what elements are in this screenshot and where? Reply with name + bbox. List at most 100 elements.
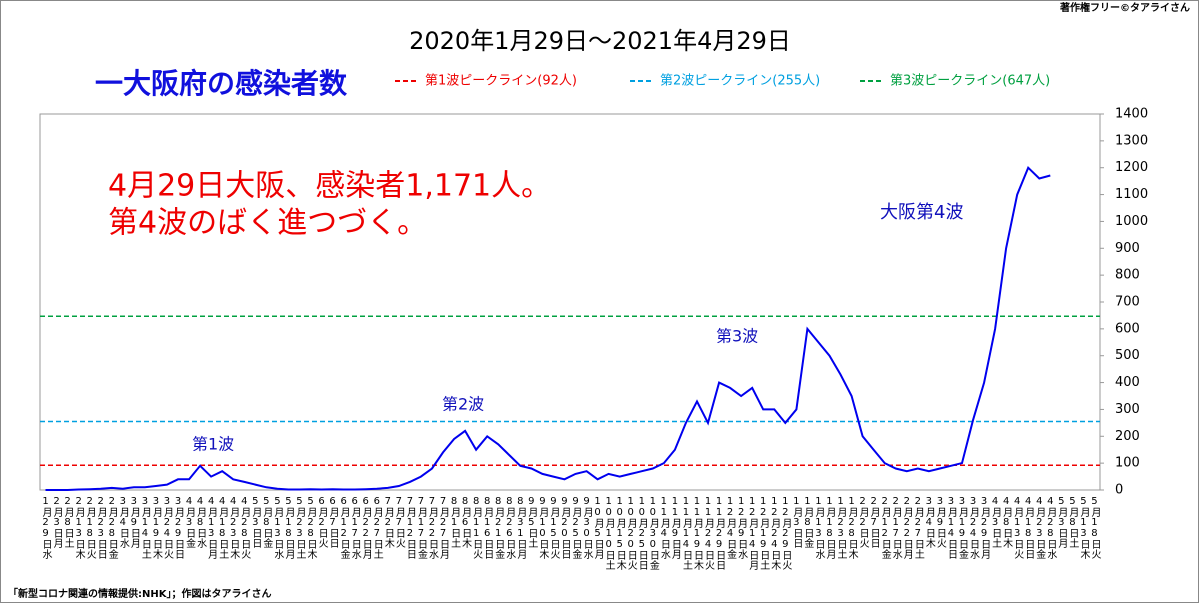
x-tick-label: 8月6日木 [460,496,472,549]
x-tick-label: 4月8日木 [1001,496,1013,549]
x-tick-label: 1月3日日 [791,496,803,548]
annotation: 4月29日大阪、感染者1,171人。 [108,169,551,204]
x-tick-label: 2月23日日 [95,496,107,559]
x-tick-label: 4月18日土 [217,496,229,559]
x-tick-label: 3月24日水 [968,496,980,559]
source: 「新型コロナ関連の情報提供:NHK」；作図はタアライさん [8,587,272,600]
x-tick-label: 11月19日木 [691,496,703,571]
x-tick-label: 9月5日土 [526,496,538,548]
x-tick-label: 6月7日日 [327,496,339,548]
x-tick-label: 1月23日土 [835,496,847,559]
x-tick-label: 3月4日水 [117,496,129,548]
x-tick-label: 8月31日月 [515,496,527,560]
x-tick-label: 2月12日金 [879,496,891,559]
annotation: 第1波 [192,435,234,454]
x-tick-label: 7月7日火 [393,496,405,548]
x-tick-label: 3月9日月 [128,496,140,549]
x-tick-label: 11月24日火 [703,496,715,570]
x-tick-label: 9月25日金 [570,496,582,559]
x-tick-label: 4月3日金 [184,496,196,548]
x-tick-label: 5月8日土 [1067,496,1079,548]
x-tick-label: 12月29日火 [780,496,792,570]
y-tick-label: 0 [1115,483,1123,498]
legend-label: 第3波ピークライン(647人) [890,74,1050,89]
annotation: 第3波 [716,327,758,346]
x-tick-label: 12月4日金 [725,496,737,559]
x-tick-label: 2月27日土 [912,496,924,559]
x-tick-label: 2月18日火 [84,496,96,559]
x-tick-label: 9月30日水 [581,496,593,559]
x-tick-label: 6月17日水 [349,496,361,559]
x-tick-label: 3月29日月 [979,496,991,560]
x-tick-label: 4月3日土 [990,496,1002,548]
x-tick-label: 3月14日日 [945,496,957,559]
y-tick-label: 1400 [1115,107,1148,122]
x-tick-label: 10月15日木 [614,496,626,571]
x-tick-label: 4月8日水 [195,496,207,548]
x-tick-label: 10月10日土 [603,496,615,570]
x-tick-label: 6月27日土 [371,496,383,559]
x-tick-label: 5月28日木 [305,496,317,560]
y-tick-label: 200 [1115,429,1140,444]
y-tick-label: 400 [1115,375,1140,390]
x-tick-label: 6月22日月 [360,496,372,560]
x-tick-label: 5月3日日 [250,496,262,548]
x-tick-label: 11月14日土 [680,496,692,570]
x-tick-label: 9月10日木 [537,496,549,560]
x-tick-label: 2月28日金 [106,496,118,559]
x-tick-label: 2月13日木 [73,496,85,560]
x-tick-label: 7月12日日 [404,496,416,559]
x-tick-label: 8月21日金 [493,496,505,559]
x-tick-label: 7月2日木 [382,496,394,549]
x-tick-label: 5月18日月 [283,496,295,560]
x-tick-label: 5月23日土 [294,496,306,559]
x-tick-label: 7月27日月 [438,496,450,560]
x-tick-label: 1月29日水 [40,496,52,559]
x-tick-label: 2月3日月 [51,496,63,549]
x-tick-label: 6月12日金 [338,496,350,559]
x-tick-label: 3月19日木 [150,496,162,560]
series-line [45,165,1051,491]
x-tick-label: 11月9日月 [669,496,681,560]
x-tick-label: 4月13日月 [206,496,218,560]
x-tick-label: 3月19日金 [956,496,968,559]
x-tick-label: 6月2日火 [316,496,328,548]
x-tick-label: 4月23日木 [228,496,240,560]
y-tick-label: 1200 [1115,160,1148,175]
x-tick-label: 5月18日火 [1089,496,1101,559]
y-tick-label: 900 [1115,241,1140,256]
x-tick-label: 7月17日金 [415,496,427,559]
y-tick-label: 1000 [1115,214,1148,229]
y-tick-label: 800 [1115,268,1140,283]
x-tick-label: 9月20日日 [559,496,571,559]
x-tick-label: 3月24日火 [161,496,173,559]
x-tick-label: 2月7日日 [868,496,880,548]
x-tick-label: 1月13日水 [813,496,825,559]
annotation: 大阪第4波 [880,202,963,223]
x-tick-label: 3月29日日 [173,496,185,559]
credit: 著作権フリー©タアライさん [1059,1,1190,14]
x-tick-label: 2月22日月 [901,496,913,560]
x-tick-label: 4月23日金 [1034,496,1046,559]
x-tick-label: 5月8日金 [261,496,273,548]
x-tick-label: 4月13日火 [1012,496,1024,559]
chart-title: 2020年1月29日～2021年4月29日 [409,27,791,55]
x-tick-label: 3月9日火 [934,496,946,548]
x-tick-label: 4月18日日 [1023,496,1035,559]
x-tick-label: 2月8日土 [62,496,74,548]
x-tick-label: 3月14日土 [139,496,151,559]
y-tick-label: 1100 [1115,187,1148,202]
legend-label: 第2波ピークライン(255人) [660,74,820,89]
x-tick-label: 10月20日火 [625,496,637,570]
x-tick-label: 10月5日月 [592,496,604,560]
x-tick-label: 12月19日土 [758,496,770,570]
x-tick-label: 8月26日水 [504,496,516,559]
x-tick-label: 9月15日火 [548,496,560,559]
x-tick-label: 5月3日月 [1056,496,1068,549]
x-tick-label: 11月4日水 [658,496,670,559]
x-tick-label: 11月29日日 [714,496,726,570]
annotation: 第4波のばく進つづく。 [108,206,427,241]
x-tick-label: 1月28日木 [846,496,858,560]
x-tick-label: 8月16日日 [482,496,494,559]
